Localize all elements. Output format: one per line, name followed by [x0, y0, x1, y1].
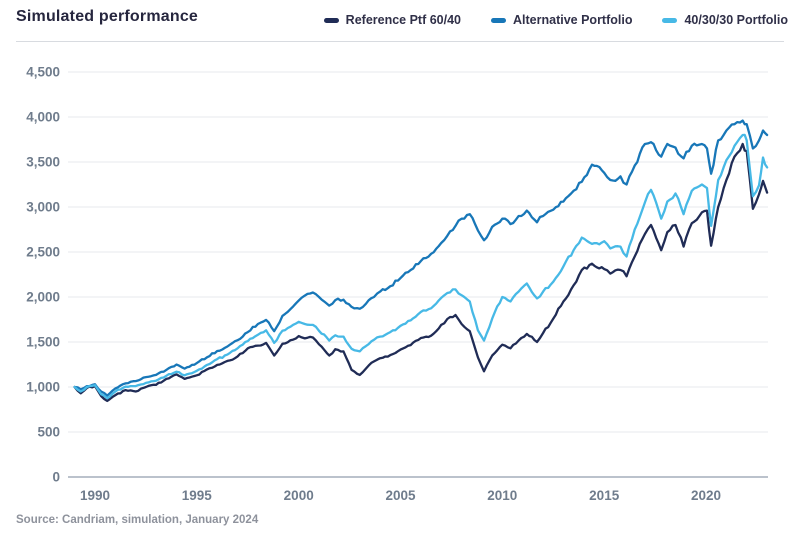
series-line-1 — [73, 119, 769, 397]
series-line-0 — [73, 142, 769, 403]
page-title: Simulated performance — [16, 8, 199, 25]
y-tick-label: 4,000 — [26, 110, 60, 125]
x-tick-label: 1995 — [182, 488, 213, 503]
x-tick-label: 2020 — [691, 488, 721, 503]
header-divider — [16, 41, 784, 42]
x-tick-label: 2010 — [487, 488, 517, 503]
y-tick-label: 4,500 — [26, 65, 60, 80]
y-tick-label: 0 — [52, 470, 60, 485]
x-tick-label: 1990 — [80, 488, 110, 503]
y-tick-label: 3,500 — [26, 155, 60, 170]
legend-marker-icon — [323, 17, 339, 23]
legend-item-1: Alternative Portfolio — [491, 13, 632, 27]
legend-label: Alternative Portfolio — [513, 13, 633, 27]
legend-label: Reference Ptf 60/40 — [345, 13, 462, 27]
y-tick-label: 1,000 — [26, 380, 60, 395]
chart-legend: Reference Ptf 60/40 Alternative Portfolio… — [323, 13, 788, 27]
series-line-2 — [73, 133, 769, 400]
y-tick-label: 500 — [37, 425, 60, 440]
source-note: Source: Candriam, simulation, January 20… — [16, 514, 259, 526]
x-tick-label: 2005 — [385, 488, 416, 503]
y-tick-label: 2,500 — [26, 245, 60, 260]
x-tick-label: 2015 — [589, 488, 620, 503]
legend-marker-icon — [491, 17, 507, 23]
legend-item-2: 40/30/30 Portfolio — [662, 13, 788, 27]
legend-label: 40/30/30 Portfolio — [684, 13, 788, 27]
y-tick-label: 3,000 — [26, 200, 60, 215]
legend-item-0: Reference Ptf 60/40 — [323, 13, 462, 27]
y-tick-label: 2,000 — [26, 290, 60, 305]
y-tick-label: 1,500 — [26, 335, 60, 350]
legend-marker-icon — [662, 17, 678, 23]
x-tick-label: 2000 — [284, 488, 314, 503]
